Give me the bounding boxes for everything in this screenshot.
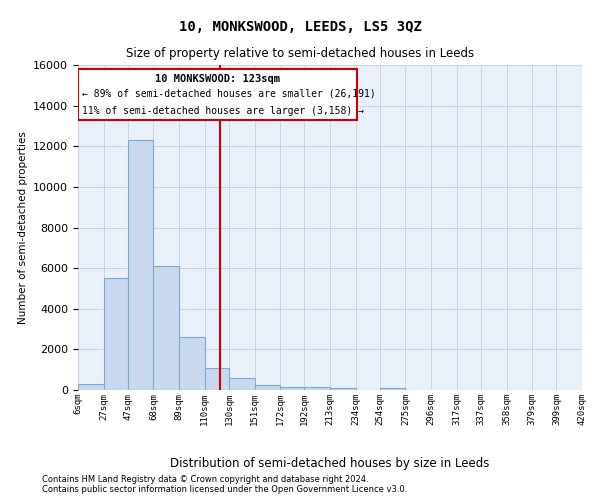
Text: ← 89% of semi-detached houses are smaller (26,191): ← 89% of semi-detached houses are smalle… bbox=[82, 88, 376, 99]
Bar bbox=[254, 385, 280, 390]
Bar bbox=[104, 278, 128, 390]
Text: Distribution of semi-detached houses by size in Leeds: Distribution of semi-detached houses by … bbox=[170, 458, 490, 470]
Text: Size of property relative to semi-detached houses in Leeds: Size of property relative to semi-detach… bbox=[126, 48, 474, 60]
Text: 11% of semi-detached houses are larger (3,158) →: 11% of semi-detached houses are larger (… bbox=[82, 106, 364, 116]
Text: 10 MONKSWOOD: 123sqm: 10 MONKSWOOD: 123sqm bbox=[155, 74, 280, 84]
Bar bbox=[304, 388, 330, 390]
Bar bbox=[78, 384, 104, 390]
Text: Contains HM Land Registry data © Crown copyright and database right 2024.: Contains HM Land Registry data © Crown c… bbox=[42, 476, 368, 484]
Bar bbox=[154, 266, 179, 390]
Bar bbox=[205, 368, 229, 390]
Bar bbox=[380, 388, 406, 390]
Bar bbox=[128, 140, 154, 390]
Bar bbox=[229, 378, 254, 390]
Text: 10, MONKSWOOD, LEEDS, LS5 3QZ: 10, MONKSWOOD, LEEDS, LS5 3QZ bbox=[179, 20, 421, 34]
Bar bbox=[78, 69, 357, 120]
Bar bbox=[330, 388, 356, 390]
Text: Contains public sector information licensed under the Open Government Licence v3: Contains public sector information licen… bbox=[42, 486, 407, 494]
Y-axis label: Number of semi-detached properties: Number of semi-detached properties bbox=[17, 131, 28, 324]
Bar bbox=[179, 337, 205, 390]
Bar bbox=[280, 387, 304, 390]
